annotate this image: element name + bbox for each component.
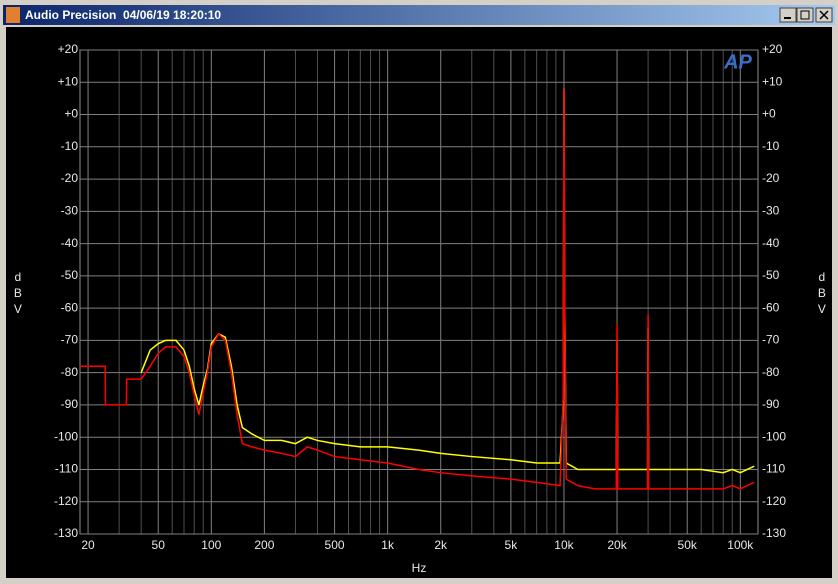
y-tick-label: +20 xyxy=(58,42,79,56)
minimize-button[interactable] xyxy=(779,7,797,23)
y2-tick-label: -80 xyxy=(762,365,780,379)
app-icon xyxy=(6,7,20,23)
window-buttons xyxy=(779,7,833,23)
y-tick-label: -80 xyxy=(61,365,79,379)
series-line xyxy=(140,88,755,474)
y2-tick-label: -90 xyxy=(762,397,780,411)
y-tick-label: -110 xyxy=(55,462,78,476)
y-tick-label: -100 xyxy=(54,429,78,443)
y-tick-label: -60 xyxy=(61,300,79,314)
x-tick-label: 2k xyxy=(434,538,448,552)
x-tick-label: 50 xyxy=(152,538,166,552)
y2-tick-label: -120 xyxy=(762,494,786,508)
y2-tick-label: +10 xyxy=(762,74,783,88)
y-tick-label: -50 xyxy=(61,268,79,282)
y-tick-label: -70 xyxy=(61,333,79,347)
x-tick-label: 100k xyxy=(727,538,754,552)
y2-tick-label: -130 xyxy=(762,526,786,540)
y-axis-label: dBV xyxy=(11,270,25,318)
y-tick-label: -20 xyxy=(61,171,79,185)
chart-background xyxy=(6,27,832,578)
y2-tick-label: -100 xyxy=(762,429,786,443)
y2-tick-label: -30 xyxy=(762,204,780,218)
y-tick-label: +10 xyxy=(58,74,79,88)
y2-tick-label: +0 xyxy=(762,107,776,121)
y-tick-label: -40 xyxy=(61,236,79,250)
y-tick-label: -120 xyxy=(54,494,78,508)
x-tick-label: 20 xyxy=(81,538,95,552)
y2-tick-label: -20 xyxy=(762,171,780,185)
y2-tick-label: -60 xyxy=(762,300,780,314)
close-icon xyxy=(819,10,829,20)
x-tick-label: 500 xyxy=(325,538,345,552)
y-tick-label: -10 xyxy=(61,139,79,153)
y2-tick-label: -110 xyxy=(762,462,785,476)
x-tick-label: 5k xyxy=(505,538,519,552)
x-tick-label: 100 xyxy=(201,538,221,552)
y2-tick-label: -70 xyxy=(762,333,780,347)
y-tick-label: +0 xyxy=(64,107,78,121)
y-tick-label: -30 xyxy=(61,204,79,218)
x-axis-label: Hz xyxy=(412,561,427,575)
window-title: Audio Precision 04/06/19 18:20:10 xyxy=(25,8,221,22)
y-tick-label: -90 xyxy=(61,397,79,411)
x-tick-label: 50k xyxy=(678,538,698,552)
x-tick-label: 20k xyxy=(607,538,627,552)
x-tick-label: 200 xyxy=(254,538,274,552)
x-tick-label: 1k xyxy=(381,538,395,552)
y2-tick-label: -10 xyxy=(762,139,780,153)
chart: 20 50 100 200 500 1k 2k 5k 10k 20k 50k 100k +20 +20 +1… xyxy=(11,42,829,575)
series-line xyxy=(80,88,755,490)
maximize-button[interactable] xyxy=(796,7,814,23)
y2-axis-label: dBV xyxy=(815,270,829,318)
maximize-icon xyxy=(800,10,810,20)
y2-tick-label: +20 xyxy=(762,42,783,56)
title-bar xyxy=(3,5,835,25)
x-tick-label: 10k xyxy=(554,538,574,552)
y2-tick-label: -50 xyxy=(762,268,780,282)
y-tick-label: -130 xyxy=(54,526,78,540)
y2-tick-label: -40 xyxy=(762,236,780,250)
logo: AP xyxy=(723,51,752,73)
